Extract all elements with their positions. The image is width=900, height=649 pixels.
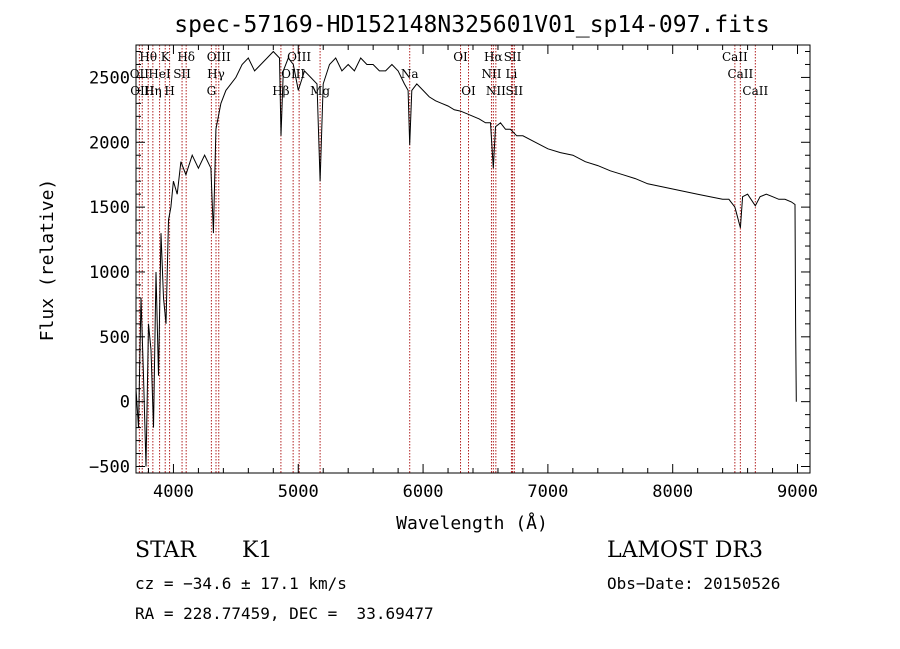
line-marker-label: OIII [281, 67, 305, 81]
line-marker-label: OIII [207, 50, 231, 64]
line-marker-label: OIII [287, 50, 311, 64]
x-tick-label: 4000 [153, 482, 194, 502]
line-marker-label: Na [401, 67, 419, 81]
y-tick-label: 1000 [89, 263, 130, 283]
line-marker-label: Hα [484, 50, 503, 64]
line-marker-label: Hθ [139, 50, 157, 64]
line-marker-label: NII [481, 67, 501, 81]
redshift-cz: cz = −34.6 ± 17.1 km/s [135, 574, 347, 593]
x-tick-label: 5000 [278, 482, 319, 502]
line-marker-label: K [161, 50, 171, 64]
object-class: STAR [135, 538, 196, 563]
observation-date: Obs−Date: 20150526 [607, 574, 781, 593]
x-tick-label: 6000 [403, 482, 444, 502]
y-tick-label: 500 [99, 328, 130, 348]
x-tick-label: 9000 [777, 482, 818, 502]
line-marker-label: CaII [742, 84, 768, 98]
line-marker-label: Hβ [272, 84, 289, 98]
line-marker-label: OII [130, 67, 150, 81]
line-marker-label: Hδ [177, 50, 195, 64]
line-marker-label: SII [505, 84, 523, 98]
y-tick-label: 1500 [89, 198, 130, 218]
coordinates: RA = 228.77459, DEC = 33.69477 [135, 604, 434, 623]
x-tick-label: 8000 [652, 482, 693, 502]
x-axis-ticks: 4000 5000 6000 7000 8000 9000 [147, 45, 818, 502]
spectrum-line [135, 50, 797, 467]
line-marker-label: Li [506, 67, 518, 81]
line-marker-label: Hγ [207, 67, 225, 81]
y-axis-label: Flux (relative) [37, 179, 58, 342]
emission-line-markers [138, 45, 756, 473]
subclass: K1 [242, 538, 273, 563]
line-marker-label: Mg [310, 84, 330, 98]
line-marker-label: H [164, 84, 174, 98]
y-tick-label: 2500 [89, 68, 130, 88]
survey-name: LAMOST DR3 [607, 538, 763, 563]
line-marker-label: OI [453, 50, 468, 64]
y-tick-label: 2000 [89, 133, 130, 153]
plot-frame [135, 44, 811, 474]
line-marker-label: NII [486, 84, 506, 98]
x-tick-label: 7000 [527, 482, 568, 502]
line-marker-label: SII [504, 50, 522, 64]
y-tick-label: −500 [89, 458, 130, 478]
line-marker-label: HeI [148, 67, 171, 81]
line-marker-label: OI [461, 84, 476, 98]
line-marker-label: SII [173, 67, 191, 81]
chart-title: spec-57169-HD152148N325601V01_sp14-097.f… [174, 12, 769, 38]
line-marker-label: CaII [727, 67, 753, 81]
x-axis-label: Wavelength (Å) [396, 512, 548, 534]
y-axis-ticks: −500 0 500 1000 1500 2000 2500 [89, 50, 810, 478]
line-marker-label: CaII [722, 50, 748, 64]
line-marker-label: Hη [144, 84, 162, 98]
y-tick-label: 0 [120, 393, 130, 413]
line-marker-label: G [207, 84, 217, 98]
